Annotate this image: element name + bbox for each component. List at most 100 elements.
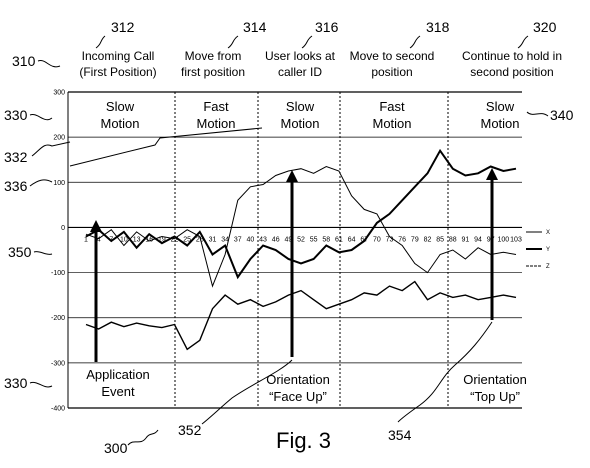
- chart-frame: [67, 91, 522, 409]
- phase-2-line2: Motion: [196, 116, 235, 131]
- header-column-3: 316 User looks at caller ID: [265, 19, 339, 79]
- x-tick-31: 94: [474, 236, 482, 243]
- ref-330: 330: [4, 107, 28, 123]
- phase-4-line1: Fast: [379, 99, 405, 114]
- arrowhead-top-up: [486, 168, 498, 180]
- header-316-line2: caller ID: [278, 65, 322, 79]
- leader-318: [409, 35, 421, 49]
- application-event-line2: Event: [101, 384, 135, 399]
- ref-332: 332: [4, 149, 28, 165]
- header-column-5: 320 Continue to hold in second position: [462, 19, 562, 79]
- annotation-diagonal-line: [69, 127, 263, 167]
- header-314-line2: first position: [181, 65, 245, 79]
- phase-4-line2: Motion: [372, 116, 411, 131]
- x-tick-28: 85: [436, 236, 444, 243]
- series-x-line: [85, 165, 517, 288]
- x-tick-7: 22: [171, 236, 179, 243]
- y-tick-6: -300: [51, 360, 65, 367]
- ref-320: 320: [533, 19, 557, 35]
- series-y-line: [85, 148, 517, 280]
- figure-label: Fig. 3: [276, 428, 331, 453]
- top-up-line2: “Top Up”: [470, 389, 520, 404]
- y-tick-labels: 300 200 100 0 -100 -200 -300 -400: [51, 90, 65, 413]
- ref-300: 300: [104, 440, 128, 456]
- y-tick-7: -400: [51, 406, 65, 413]
- legend-label-y: Y: [546, 247, 550, 253]
- leader-340: [526, 111, 549, 117]
- y-tick-2: 100: [53, 180, 65, 187]
- y-tick-5: -200: [51, 315, 65, 322]
- x-tick-0: 1: [84, 236, 88, 243]
- x-tick-16: 49: [284, 236, 292, 243]
- leader-316: [301, 35, 313, 49]
- leader-330-bottom: [29, 381, 53, 388]
- x-tick-27: 82: [424, 236, 432, 243]
- x-tick-8: 25: [183, 236, 191, 243]
- x-tick-12: 37: [234, 236, 242, 243]
- ref-310: 310: [12, 53, 36, 69]
- ref-340: 340: [550, 107, 574, 123]
- face-up-line2: “Face Up”: [269, 389, 327, 404]
- application-event-line1: Application: [86, 367, 150, 382]
- x-tick-21: 64: [348, 236, 356, 243]
- x-tick-24: 73: [386, 236, 394, 243]
- header-column-2: 314 Move from first position: [181, 19, 267, 79]
- phase-5-line1: Slow: [486, 99, 515, 114]
- header-316-line1: User looks at: [265, 49, 336, 63]
- y-tick-1: 200: [53, 135, 65, 142]
- x-tick-5: 16: [145, 236, 153, 243]
- x-tick-1: 4: [97, 236, 101, 243]
- y-tick-3: 0: [61, 225, 65, 232]
- header-312-line2: (First Position): [79, 65, 156, 79]
- x-tick-11: 34: [221, 236, 229, 243]
- face-up-line1: Orientation: [266, 372, 330, 387]
- x-tick-20: 61: [335, 236, 343, 243]
- series-group: [85, 148, 517, 351]
- x-tick-9: 28: [196, 236, 204, 243]
- x-tick-34: 103: [510, 236, 522, 243]
- arrowhead-application-event: [90, 220, 102, 232]
- leader-350: [33, 251, 53, 255]
- x-tick-13: 40: [247, 236, 255, 243]
- leader-314: [227, 35, 239, 49]
- leader-332: [31, 141, 71, 157]
- x-tick-14: 43: [259, 236, 267, 243]
- leader-300: [127, 429, 159, 446]
- leader-312: [95, 35, 106, 49]
- phase-5-line2: Motion: [480, 116, 519, 131]
- x-tick-15: 46: [272, 236, 280, 243]
- x-tick-17: 52: [297, 236, 305, 243]
- leader-352: [201, 359, 293, 425]
- ref-316: 316: [315, 19, 339, 35]
- x-tick-3: 10: [120, 236, 128, 243]
- header-column-4: 318 Move to second position: [350, 19, 450, 79]
- y-tick-4: -100: [51, 270, 65, 277]
- phase-1-line2: Motion: [100, 116, 139, 131]
- legend: X Y Z: [526, 230, 550, 270]
- header-312-line1: Incoming Call: [82, 49, 155, 63]
- x-tick-25: 76: [398, 236, 406, 243]
- ref-354: 354: [388, 427, 412, 443]
- leader-330: [29, 114, 53, 121]
- gridlines: [68, 136, 522, 364]
- header-318-line2: position: [371, 65, 412, 79]
- phase-3-line1: Slow: [286, 99, 315, 114]
- phase-1-line1: Slow: [106, 99, 135, 114]
- header-column-1: 312 Incoming Call (First Position): [79, 19, 156, 79]
- x-tick-4: 13: [133, 236, 141, 243]
- leader-320: [517, 35, 529, 49]
- legend-label-z: Z: [546, 264, 550, 270]
- y-tick-0: 300: [53, 90, 65, 97]
- legend-label-x: X: [546, 230, 550, 236]
- x-tick-30: 91: [462, 236, 470, 243]
- x-tick-10: 31: [209, 236, 217, 243]
- x-tick-18: 55: [310, 236, 318, 243]
- ref-350: 350: [8, 244, 32, 260]
- header-314-line1: Move from: [185, 49, 242, 63]
- ref-314: 314: [243, 19, 267, 35]
- phase-separators: [174, 92, 449, 408]
- ref-352: 352: [178, 422, 202, 438]
- arrowhead-face-up: [286, 170, 298, 182]
- ref-336: 336: [4, 178, 28, 194]
